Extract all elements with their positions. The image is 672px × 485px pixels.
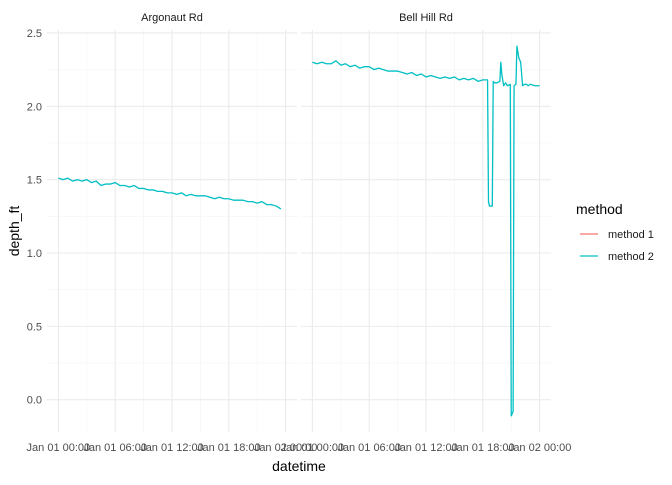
legend-label: method 1 <box>608 229 654 241</box>
x-tick-label: Jan 01 06:00 <box>337 442 401 454</box>
y-tick-label: 2.0 <box>27 101 42 113</box>
y-tick-label: 1.5 <box>27 175 42 187</box>
x-tick-label: Jan 01 00:00 <box>281 442 345 454</box>
legend: method method 1 method 2 <box>576 201 654 263</box>
x-tick-label: Jan 02 00:00 <box>254 442 318 454</box>
x-tick-label: Jan 01 18:00 <box>451 442 515 454</box>
legend-label: method 2 <box>608 251 654 263</box>
y-tick-label: 1.0 <box>27 248 42 260</box>
x-tick-label: Jan 01 06:00 <box>83 442 147 454</box>
x-tick-label: Jan 01 00:00 <box>27 442 91 454</box>
x-tick-label: Jan 02 00:00 <box>508 442 572 454</box>
x-tick-label: Jan 01 12:00 <box>394 442 458 454</box>
panel-title: Bell Hill Rd <box>399 12 453 24</box>
x-tick-label: Jan 01 12:00 <box>140 442 204 454</box>
series-line-method-2 <box>58 177 282 210</box>
y-tick-label: 2.5 <box>27 28 42 40</box>
y-tick-label: 0.5 <box>27 321 42 333</box>
series-line-method-2 <box>312 45 540 417</box>
panel-title: Argonaut Rd <box>141 12 203 24</box>
x-tick-label: Jan 01 18:00 <box>197 442 261 454</box>
legend-title: method <box>576 201 623 217</box>
y-tick-label: 0.0 <box>27 395 42 407</box>
y-axis-title: depth_ft <box>6 206 22 257</box>
x-axis-title: datetime <box>272 458 326 474</box>
